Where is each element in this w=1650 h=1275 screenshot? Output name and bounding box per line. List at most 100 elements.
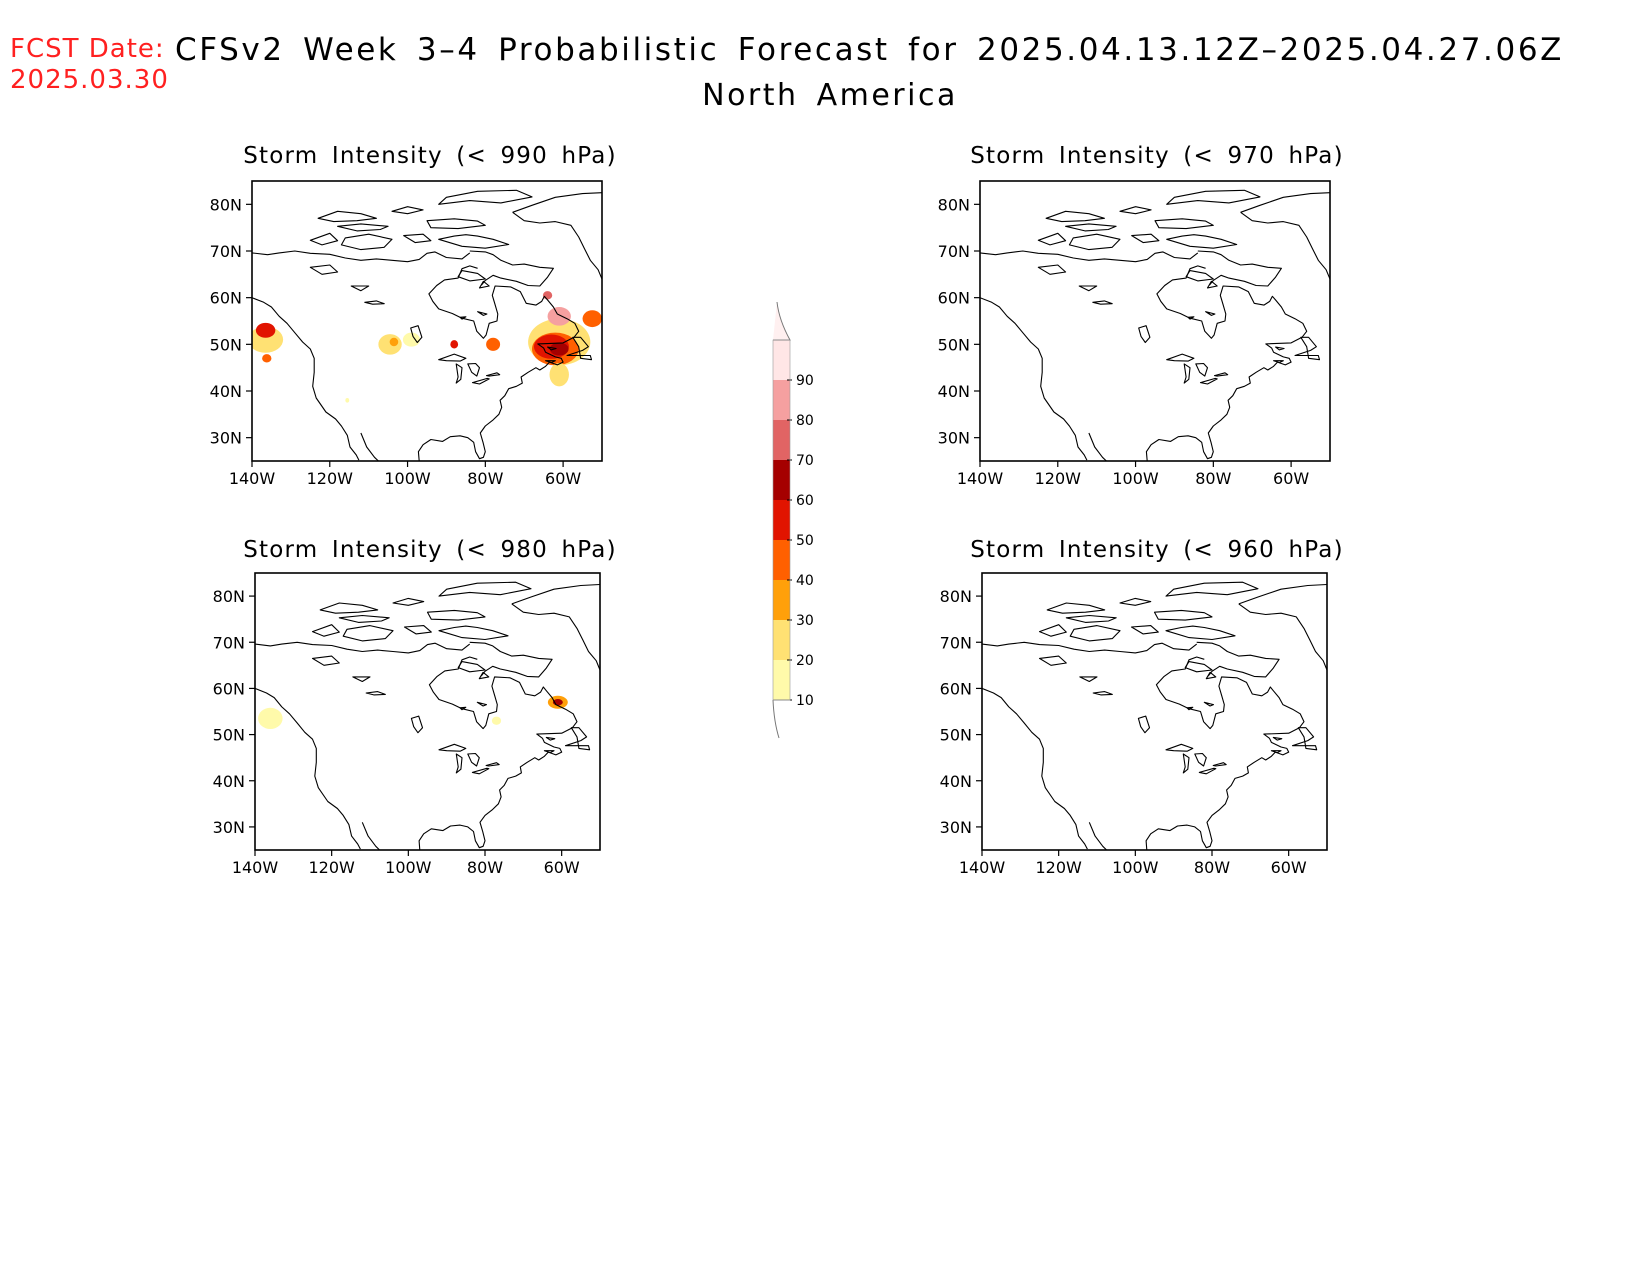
coastline: [1154, 218, 1214, 230]
fcst-date-label: FCST Date:: [10, 34, 165, 64]
probability-area: [262, 354, 272, 363]
probability-area: [547, 307, 571, 326]
coastline: [982, 687, 1088, 850]
colorbar-label: 60: [796, 493, 814, 509]
probability-area: [450, 340, 459, 349]
lat-tick-label: 80N: [940, 587, 972, 606]
probability-area: [345, 398, 350, 403]
coastline: [1045, 210, 1105, 223]
coastline: [1078, 285, 1098, 292]
coastline: [337, 223, 389, 232]
lat-tick-label: 80N: [938, 195, 970, 214]
lat-tick-label: 30N: [940, 818, 972, 837]
lat-tick-label: 40N: [213, 772, 245, 791]
lon-tick-label: 120W: [307, 469, 354, 488]
coastline: [1197, 250, 1282, 287]
coastline: [252, 250, 471, 263]
coastline: [1205, 311, 1216, 316]
probability-area: [255, 322, 276, 338]
coastline: [361, 822, 380, 850]
coastline: [1187, 316, 1195, 320]
coastline: [511, 603, 600, 671]
coastline: [255, 687, 361, 850]
probability-area: [378, 334, 402, 355]
coastline: [438, 353, 467, 362]
probability-area: [542, 291, 553, 300]
lon-tick-label: 120W: [1035, 469, 1082, 488]
coastline: [1203, 701, 1215, 707]
lat-tick-label: 70N: [940, 633, 972, 652]
coastline: [1238, 603, 1327, 671]
coastline: [1119, 206, 1152, 215]
coastline: [1198, 767, 1217, 775]
coastline: [1205, 671, 1217, 680]
colorbar: 10 20 30 40 50 60 70 80 90: [772, 301, 814, 739]
coastline: [1195, 362, 1209, 377]
forecast-date: FCST Date: 2025.03.30: [10, 34, 169, 96]
lat-tick-label: 70N: [210, 242, 242, 261]
lon-tick-label: 100W: [1112, 469, 1159, 488]
coastline: [980, 297, 1088, 461]
coastline: [311, 655, 340, 666]
coastline: [1166, 189, 1261, 205]
lon-tick-label: 100W: [1112, 858, 1159, 877]
coastline: [469, 641, 553, 678]
coastline: [1273, 360, 1284, 364]
coastline: [457, 661, 486, 673]
coastline: [455, 753, 463, 774]
coastline: [417, 265, 580, 461]
colorbar-swatch: [773, 660, 790, 700]
coastline: [426, 609, 486, 621]
probability-area: [549, 342, 569, 356]
coastline: [543, 750, 555, 754]
lon-tick-label: 140W: [229, 469, 276, 488]
coastline: [1291, 727, 1318, 751]
lon-tick-label: 80W: [467, 858, 503, 877]
coastline: [1037, 264, 1067, 275]
panel-title-p960: Storm Intensity (< 960 hPa): [970, 537, 1344, 563]
colorbar-swatch: [773, 620, 790, 660]
map-frame: [981, 572, 1328, 851]
coastline: [1038, 655, 1067, 666]
coastline: [1145, 265, 1308, 461]
coastline: [547, 346, 557, 351]
lon-tick-label: 60W: [1273, 469, 1309, 488]
lat-tick-label: 50N: [940, 726, 972, 745]
coastline: [1137, 715, 1151, 734]
map-panel-p970: Storm Intensity (< 970 hPa) 80N 70N 60N 50N 4…: [938, 143, 1343, 488]
coastline: [1130, 625, 1159, 635]
coastline: [1183, 363, 1191, 384]
region-title: North America: [702, 78, 958, 113]
colorbar-swatch: [773, 380, 790, 420]
lat-tick-label: 30N: [938, 429, 970, 448]
lat-tick-label: 80N: [210, 195, 242, 214]
lat-tick-label: 50N: [938, 335, 970, 354]
lat-tick-label: 60N: [938, 289, 970, 308]
lat-tick-label: 40N: [210, 382, 242, 401]
coastline: [438, 189, 533, 205]
lat-tick-label: 60N: [213, 679, 245, 698]
coastline: [564, 727, 591, 751]
coastline: [467, 362, 481, 377]
coastline: [350, 285, 370, 292]
colorbar-label: 30: [796, 613, 814, 629]
coastline: [485, 372, 501, 377]
coastline: [1037, 232, 1067, 246]
coastline: [1079, 676, 1098, 683]
coastline: [1153, 609, 1213, 621]
lon-tick-label: 120W: [308, 858, 355, 877]
coastline: [403, 233, 432, 244]
map-panel-p990: Storm Intensity (< 990 hPa) 80N 70N 60N 50N 4…: [210, 143, 616, 488]
coastline: [1088, 432, 1107, 461]
coastline: [457, 270, 486, 282]
probability-area: [486, 337, 501, 351]
coastline: [545, 360, 556, 364]
coastline: [426, 218, 486, 230]
lon-tick-label: 100W: [385, 858, 432, 877]
probability-area: [402, 332, 421, 347]
coastline: [1092, 691, 1113, 696]
lat-tick-label: 30N: [213, 818, 245, 837]
coastline: [980, 250, 1199, 263]
colorbar-label: 90: [796, 373, 814, 389]
coastline: [403, 625, 432, 635]
